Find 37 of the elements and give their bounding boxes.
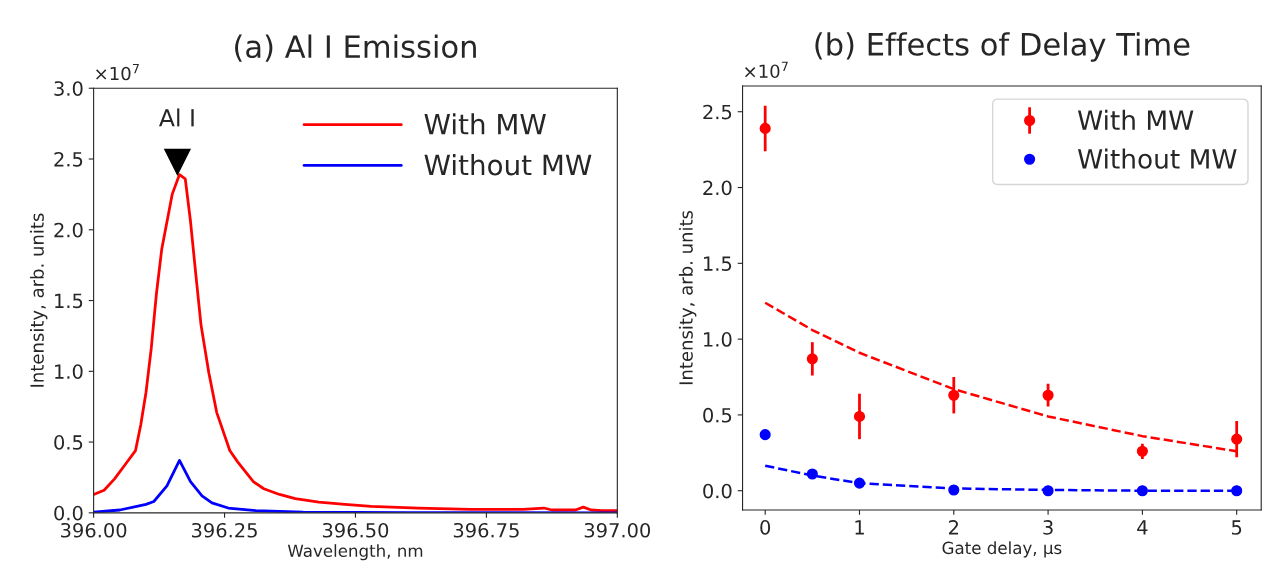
x-tick-label: 2 [949,520,959,535]
y-tick-label: 0.5 [703,407,732,423]
x-tick-label: 396.00 [61,522,127,538]
text: ×10$^{7}$ [96,63,139,81]
x-tick-label: 3 [1043,520,1053,535]
y-axis-title: Intensity, arb. units [678,210,697,385]
y-tick-label: 1.5 [704,256,732,271]
x-tick-label: 4 [1137,520,1148,535]
y-tick-label: 2.0 [703,180,732,196]
y-tick-label: 0.0 [703,483,732,499]
y-tick-label: 0.5 [54,435,83,450]
y-tick-label: 0.0 [54,505,83,521]
y-tick-label: 1.0 [55,364,83,379]
x-tick-label: 396.50 [322,522,389,538]
y-tick-label: 1.5 [55,293,83,309]
x-tick-label: 1 [855,520,864,535]
x-tick-label: 396.75 [453,522,519,538]
x-axis-title: Gate delay, μs [942,541,1062,558]
y-tick-label: 2.5 [703,104,732,120]
text: ×10$^{7}$ [745,61,788,79]
annotation: Al I [159,108,194,127]
y-tick-label: 2.5 [54,151,83,167]
legend-label: With MW [1077,109,1194,130]
legend-label: With MW [424,113,546,135]
legend-label: Without MW [424,154,592,176]
x-tick-label: 5 [1232,520,1242,535]
x-axis-title: Wavelength, nm [287,544,423,561]
chart-title: (a) Al I Emission [235,34,476,62]
x-tick-label: 397.00 [584,522,651,538]
chart-title: (b) Effects of Delay Time [815,32,1190,62]
y-tick-label: 1.0 [704,332,732,347]
x-tick-label: 396.25 [192,522,257,538]
legend-label: Without MW [1077,148,1237,169]
y-tick-label: 2.0 [54,222,83,238]
y-tick-label: 3.0 [54,81,83,96]
x-tick-label: 0 [760,520,771,535]
y-axis-title: Intensity, arb. units [29,213,48,387]
